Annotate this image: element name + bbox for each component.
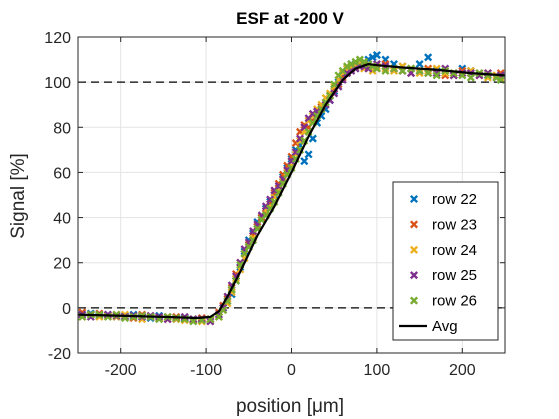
- data-point: [449, 71, 458, 80]
- y-tick-label: 80: [53, 120, 71, 137]
- legend-label: row 22: [432, 191, 477, 208]
- data-point: [295, 134, 305, 143]
- legend-marker: [409, 194, 419, 204]
- legend: row 22 row 23 row 24 row 25 row 26 Avg: [392, 181, 499, 341]
- data-point: [347, 60, 356, 69]
- data-point: [432, 71, 441, 80]
- y-tick-label: 60: [53, 165, 71, 182]
- legend-label: Avg: [432, 318, 458, 335]
- x-tick-label: -200: [105, 362, 137, 379]
- data-point: [214, 312, 223, 321]
- data-point: [261, 202, 270, 211]
- data-point: [342, 62, 352, 71]
- data-point: [287, 157, 296, 166]
- legend-label: row 24: [432, 242, 477, 259]
- data-point: [291, 148, 300, 157]
- data-point: [351, 57, 360, 66]
- data-point: [189, 317, 198, 326]
- data-point: [424, 53, 433, 62]
- y-tick-label: 0: [62, 301, 71, 318]
- legend-marker: [409, 220, 419, 229]
- y-tick-label: 40: [53, 211, 71, 228]
- data-point: [389, 66, 399, 75]
- data-point: [466, 73, 475, 82]
- legend-label: row 26: [432, 293, 477, 310]
- data-point: [415, 69, 424, 78]
- chart-title: ESF at -200 V: [236, 9, 344, 28]
- x-tick-label: 0: [287, 362, 296, 379]
- data-point: [274, 181, 283, 191]
- data-point: [424, 69, 433, 78]
- average-line-group: [77, 62, 506, 320]
- data-point: [398, 66, 407, 75]
- y-axis-label: Signal [%]: [8, 153, 29, 239]
- legend-marker: [409, 271, 419, 280]
- legend-label: row 23: [432, 216, 477, 233]
- x-tick-label: 100: [364, 362, 391, 379]
- x-tick-label: 200: [449, 362, 476, 379]
- data-point: [304, 150, 313, 159]
- data-point: [372, 51, 381, 60]
- data-point: [368, 53, 377, 62]
- data-point: [381, 66, 390, 75]
- legend-label: row 25: [432, 267, 477, 284]
- y-tick-label: -20: [48, 346, 71, 363]
- y-tick-label: 100: [44, 75, 71, 92]
- data-point: [330, 80, 339, 89]
- legend-box: [392, 181, 499, 341]
- y-tick-label: 20: [53, 256, 71, 273]
- x-tick-label: -100: [190, 362, 222, 379]
- avg-line: [77, 62, 506, 320]
- data-point: [249, 227, 258, 236]
- data-point: [308, 109, 317, 118]
- legend-marker: [409, 296, 419, 305]
- y-tick-label: 120: [44, 30, 71, 47]
- data-point: [266, 195, 275, 204]
- data-point: [308, 134, 317, 143]
- data-point: [415, 60, 424, 69]
- data-point: [355, 55, 364, 64]
- data-point: [206, 317, 215, 326]
- legend-marker: [409, 245, 419, 254]
- x-axis-label: position [μm]: [236, 396, 344, 417]
- data-point: [300, 157, 309, 166]
